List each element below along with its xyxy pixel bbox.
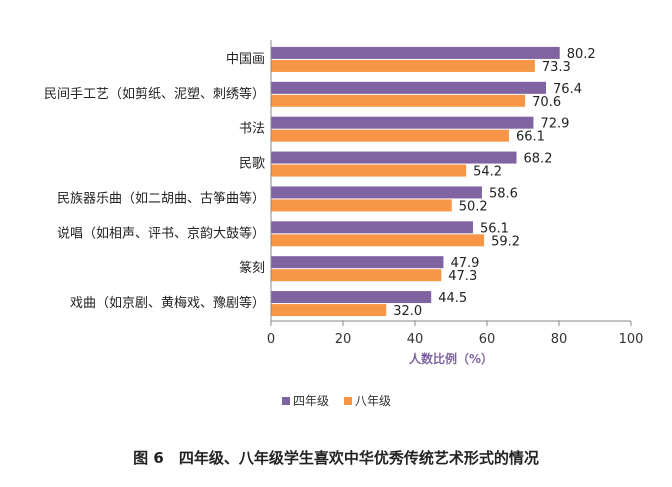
data-label: 44.5 [438,291,467,306]
legend-label: 八年级 [355,394,391,408]
category-label: 民族器乐曲（如二胡曲、古筝曲等） [57,190,265,206]
data-label: 54.2 [473,165,502,180]
bar-grade4 [271,291,432,304]
category-label: 书法 [239,122,265,137]
data-label: 58.6 [489,186,518,201]
bar-grade8 [271,94,526,107]
chart-title: 图 6 四年级、八年级学生喜欢中华优秀传统艺术形式的情况 [133,449,539,467]
data-label: 47.9 [450,256,479,271]
x-tick-label: 100 [619,332,644,347]
bar-grade8 [271,304,387,317]
x-tick-label: 20 [335,332,352,347]
data-label: 76.4 [553,82,582,97]
bar-grade4 [271,256,444,269]
bar-grade4 [271,116,534,129]
bar-grade4 [271,46,560,59]
data-label: 72.9 [540,117,569,132]
x-tick-label: 0 [267,332,275,347]
bar-grade4 [271,186,482,199]
category-label: 民歌 [239,157,265,172]
data-label: 73.3 [542,60,571,75]
bar-grade8 [271,129,509,142]
category-label: 篆刻 [239,260,265,276]
category-label: 说唱（如相声、评书、京韵大鼓等） [57,225,265,241]
data-label: 70.6 [532,95,561,110]
data-label: 59.2 [491,234,520,249]
data-label: 68.2 [524,152,553,167]
legend-swatch [344,397,352,405]
legend-label: 四年级 [293,394,329,408]
legend: 四年级 八年级 [282,394,391,408]
category-label: 中国画 [226,52,265,67]
data-label: 32.0 [393,304,422,319]
bar-grade4 [271,81,547,94]
category-label: 民间手工艺（如剪纸、泥塑、刺绣等） [44,86,265,102]
data-label: 80.2 [567,47,596,62]
bar-grade8 [271,234,485,247]
x-axis: 0 20 40 60 80 100 [267,40,644,347]
x-tick-label: 40 [407,332,424,347]
bar-grade8 [271,59,535,72]
bar-grade4 [271,151,517,164]
x-tick-label: 80 [551,332,568,347]
category-label: 戏曲（如京剧、黄梅戏、豫剧等） [70,295,265,311]
bar-grade8 [271,269,442,282]
plot-area: 中国画 80.273.3 民间手工艺（如剪纸、泥塑、刺绣等） 76.470.6 书法 72… [44,46,596,319]
data-label: 50.2 [459,199,488,214]
bar-grade8 [271,164,467,177]
x-axis-title: 人数比例（%） [409,351,493,366]
bar-grade8 [271,199,452,212]
x-tick-label: 60 [479,332,496,347]
bar-grade4 [271,221,473,234]
data-label: 56.1 [480,221,509,236]
data-label: 66.1 [516,130,545,145]
data-label: 47.3 [448,269,477,284]
legend-swatch [282,397,290,405]
